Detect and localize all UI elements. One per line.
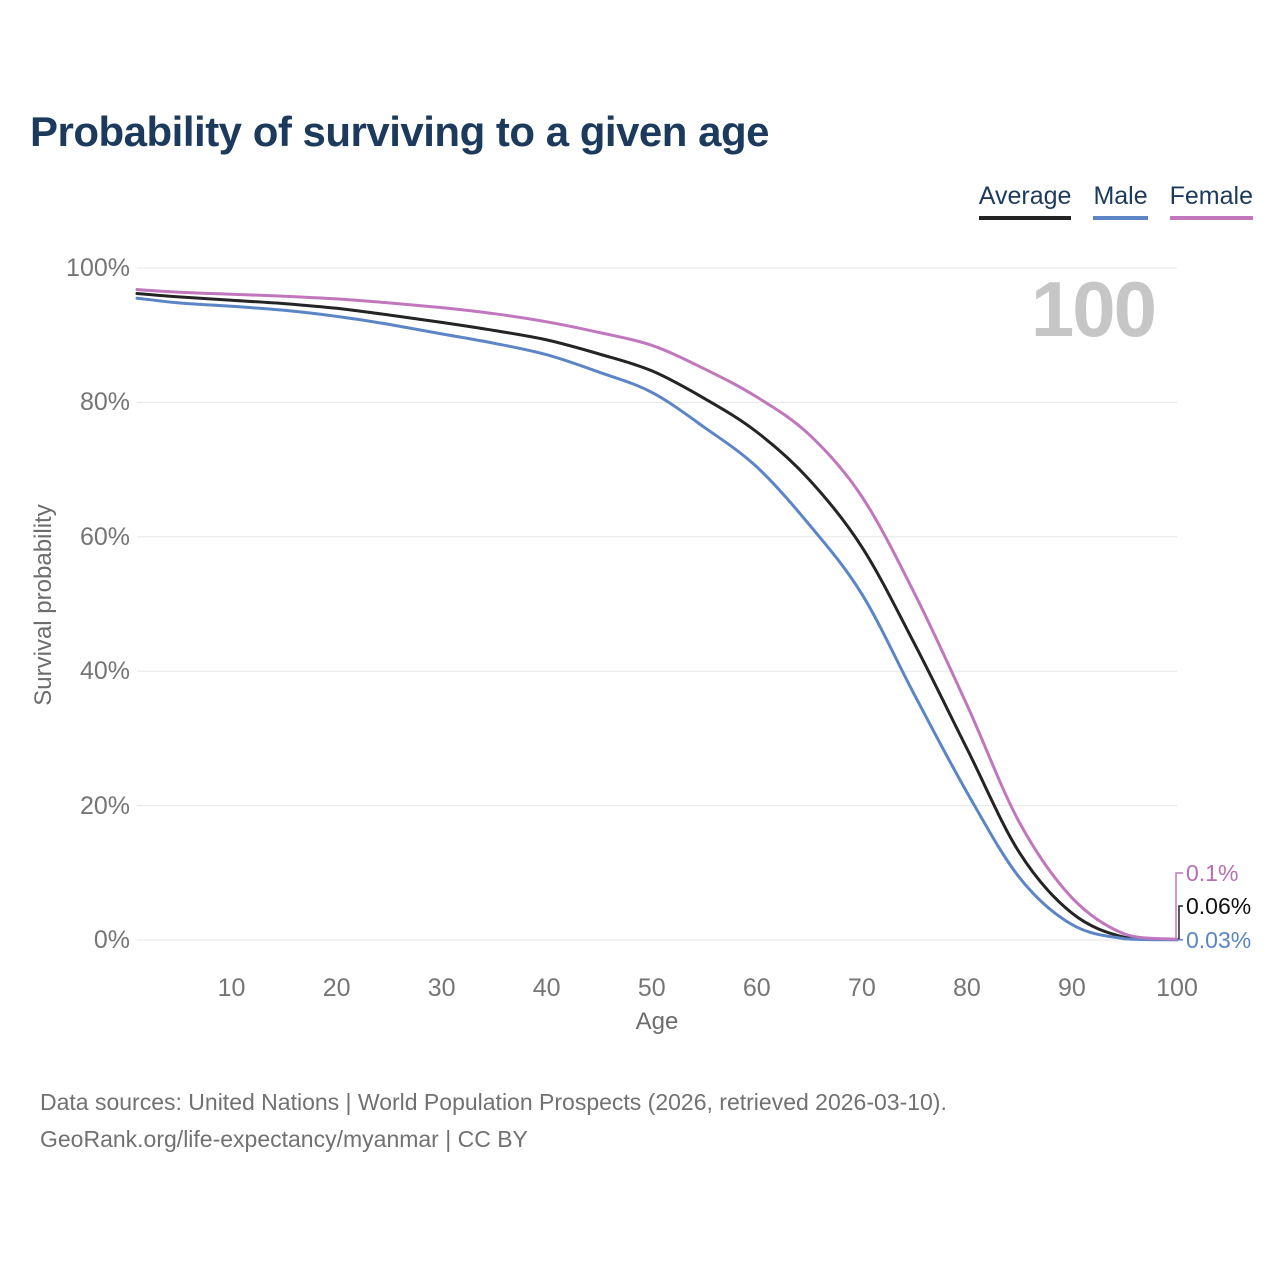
x-tick-label: 70: [847, 974, 876, 1002]
x-tick-label: 10: [217, 974, 246, 1002]
legend-item-female[interactable]: Female: [1169, 182, 1253, 220]
y-axis-title: Survival probability: [30, 504, 57, 706]
end-connector-female: [1175, 872, 1183, 941]
legend-item-average[interactable]: Average: [978, 182, 1072, 220]
y-tick-label: 20%: [79, 791, 130, 820]
legend-label-male: Male: [1093, 182, 1148, 210]
legend-label-female: Female: [1169, 182, 1253, 210]
y-tick-label: 40%: [79, 657, 130, 686]
curve-female[interactable]: [135, 288, 1179, 941]
x-tick-label: 50: [637, 974, 666, 1002]
y-tick-label: 100%: [66, 254, 130, 282]
legend-color-bar-male: [1093, 215, 1148, 220]
footer: Data sources: United Nations | World Pop…: [40, 1084, 947, 1158]
legend-color-bar-female: [1169, 215, 1253, 220]
y-tick-label: 0%: [93, 926, 130, 954]
x-tick-label: 40: [532, 974, 561, 1002]
x-tick-label: 90: [1058, 974, 1086, 1002]
legend: Average Male Female: [978, 182, 1253, 220]
end-value-label-female: 0.1%: [1186, 860, 1239, 886]
end-connector-average: [1177, 905, 1183, 941]
legend-item-male[interactable]: Male: [1093, 182, 1148, 220]
x-tick-label: 60: [742, 974, 771, 1002]
page-title: Probability of surviving to a given age: [30, 108, 769, 155]
end-value-label-average: 0.06%: [1186, 893, 1252, 919]
footer-source-line: Data sources: United Nations | World Pop…: [40, 1089, 947, 1115]
y-tick-label: 60%: [79, 522, 130, 551]
footer-attribution-line: GeoRank.org/life-expectancy/myanmar | CC…: [40, 1126, 528, 1152]
x-tick-label: 100: [1156, 974, 1198, 1002]
watermark-age-label: 100: [1030, 265, 1157, 353]
curve-male[interactable]: [135, 296, 1179, 942]
x-tick-label: 30: [427, 974, 456, 1002]
end-value-label-male: 0.03%: [1186, 926, 1252, 953]
legend-color-bar-average: [978, 215, 1072, 220]
x-axis-title: Age: [635, 1008, 679, 1035]
x-tick-label: 20: [322, 974, 351, 1002]
legend-label-average: Average: [978, 182, 1072, 210]
y-tick-label: 80%: [79, 388, 130, 417]
curve-average[interactable]: [135, 292, 1179, 942]
x-tick-label: 80: [952, 974, 981, 1002]
